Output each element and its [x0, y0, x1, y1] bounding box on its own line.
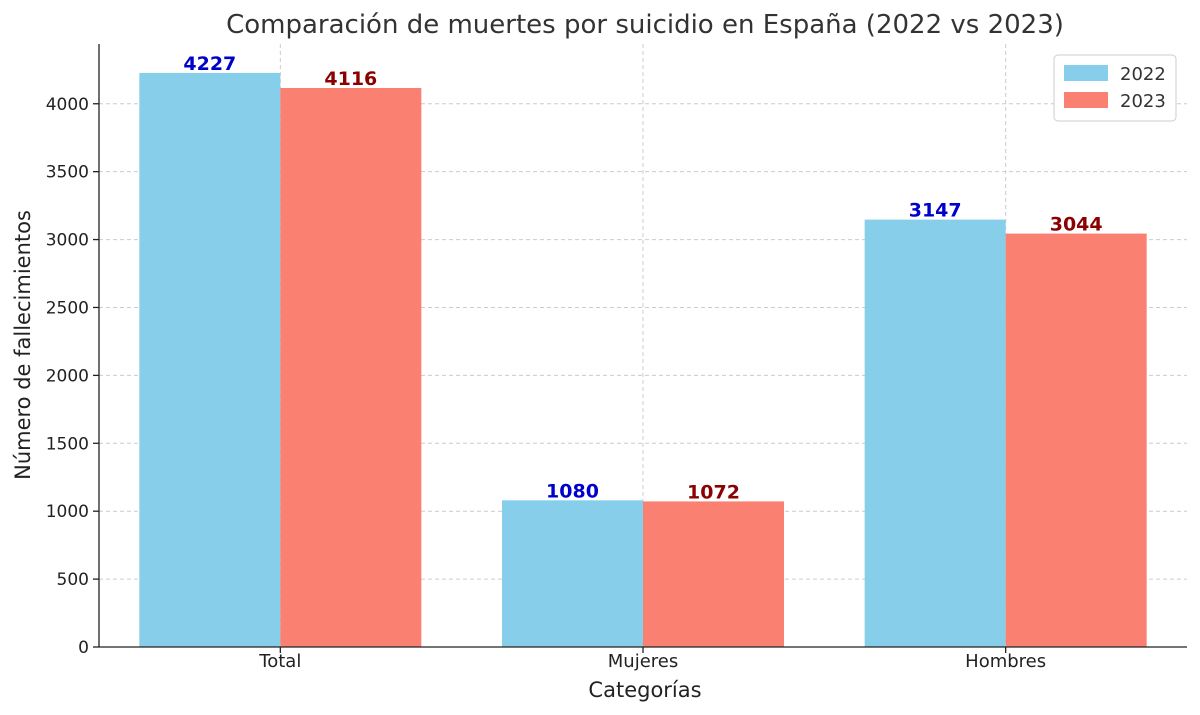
- value-label: 4227: [183, 53, 236, 75]
- value-label: 1072: [687, 481, 740, 503]
- y-tick-label: 1000: [46, 502, 89, 522]
- x-axis-label: Categorías: [588, 678, 701, 702]
- axes: [93, 44, 1187, 653]
- x-tick-labels: Total Mujeres Hombres: [258, 651, 1046, 672]
- y-tick-label: 3500: [46, 163, 89, 183]
- x-tick-label: Mujeres: [608, 651, 678, 672]
- legend-swatch-2023: [1064, 92, 1108, 108]
- legend-label-2023: 2023: [1120, 91, 1166, 112]
- legend-swatch-2022: [1064, 65, 1108, 81]
- value-labels: 4227 4116 1080 1072 3147 3044: [183, 53, 1102, 503]
- y-tick-label: 1500: [46, 434, 89, 454]
- bar-2023-hombres: [1005, 233, 1147, 647]
- y-tick-label: 500: [57, 570, 89, 590]
- y-tick-label: 0: [78, 638, 89, 658]
- bar-2022-mujeres: [502, 500, 643, 647]
- bar-2023-total: [280, 88, 422, 648]
- y-tick-labels: 0 500 1000 1500 2000 2500 3000 3500 4000: [46, 95, 89, 658]
- y-tick-label: 3000: [46, 231, 89, 251]
- y-tick-label: 4000: [46, 95, 89, 115]
- y-tick-label: 2000: [46, 366, 89, 386]
- value-label: 4116: [324, 68, 377, 90]
- x-tick-label: Hombres: [965, 651, 1046, 672]
- value-label: 3147: [909, 200, 962, 222]
- value-label: 1080: [546, 480, 599, 502]
- value-label: 3044: [1050, 214, 1103, 236]
- bar-2022-total: [139, 72, 281, 647]
- legend-label-2022: 2022: [1120, 64, 1166, 85]
- bar-2022-hombres: [864, 219, 1006, 647]
- y-tick-label: 2500: [46, 298, 89, 318]
- bar-2023-mujeres: [643, 501, 784, 647]
- bars: [139, 72, 1147, 648]
- y-axis-label: Número de fallecimientos: [11, 210, 35, 480]
- x-tick-label: Total: [258, 651, 301, 672]
- legend: 2022 2023: [1053, 54, 1177, 122]
- chart-title: Comparación de muertes por suicidio en E…: [226, 10, 1064, 40]
